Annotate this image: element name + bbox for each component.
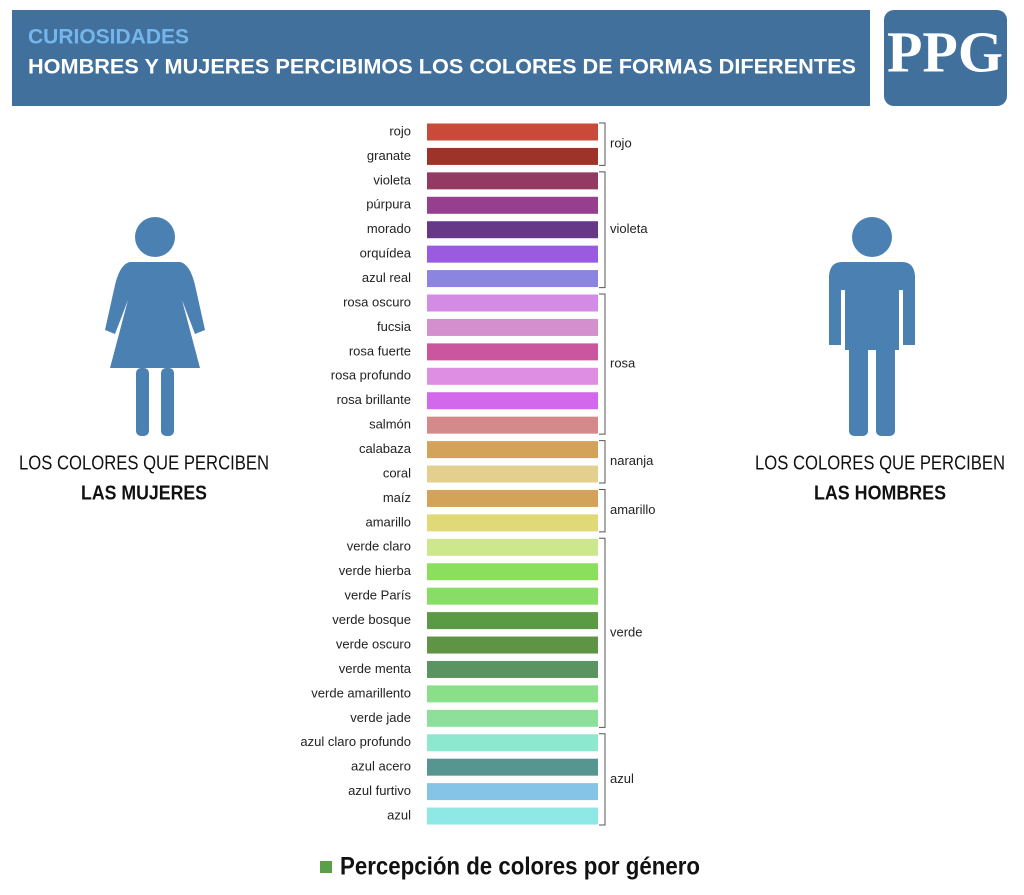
color-bar	[427, 783, 598, 801]
color-bar	[427, 294, 598, 312]
group-bracket	[599, 537, 606, 728]
color-name: azul	[387, 807, 411, 822]
group-name: verde	[610, 624, 643, 639]
color-bar	[427, 318, 598, 336]
color-bar	[427, 147, 598, 165]
color-name: rosa brillante	[337, 392, 411, 407]
color-bar	[427, 660, 598, 678]
legend-label: Percepción de colores por género	[340, 853, 700, 881]
color-bar	[427, 538, 598, 556]
color-bar	[427, 416, 598, 434]
color-name: verde bosque	[332, 612, 411, 627]
color-name: rosa profundo	[331, 368, 411, 383]
color-name: verde París	[345, 588, 412, 603]
logo: PPG	[887, 19, 1003, 84]
color-name: morado	[367, 221, 411, 236]
group-name: violeta	[610, 221, 648, 236]
color-bar	[427, 734, 598, 752]
women-line1: LOS COLORES QUE PERCIBEN	[19, 452, 269, 474]
group-name: rosa	[610, 356, 636, 371]
color-bar	[427, 123, 598, 141]
color-name: rojo	[389, 123, 411, 138]
color-name: rosa fuerte	[349, 343, 411, 358]
color-name: verde amarillento	[311, 685, 411, 700]
group-bracket	[599, 293, 606, 435]
women-line2: LAS MUJERES	[81, 482, 207, 504]
group-bracket	[599, 122, 606, 166]
color-name: maíz	[383, 490, 411, 505]
header-bar	[12, 10, 870, 106]
color-bar	[427, 196, 598, 214]
color-bar	[427, 343, 598, 361]
man-icon	[829, 217, 915, 436]
kicker: CURIOSIDADES	[28, 26, 189, 49]
color-name: verde jade	[350, 710, 411, 725]
woman-icon	[105, 217, 205, 436]
color-name: amarillo	[365, 514, 411, 529]
color-name: salmón	[369, 417, 411, 432]
color-name: granate	[367, 148, 411, 163]
color-bar	[427, 685, 598, 703]
color-name: calabaza	[359, 441, 412, 456]
group-bracket	[599, 171, 606, 289]
color-name: azul claro profundo	[300, 734, 411, 749]
color-name: fucsia	[377, 319, 412, 334]
color-name: violeta	[373, 172, 411, 187]
color-name: verde claro	[347, 539, 411, 554]
color-bar	[427, 221, 598, 239]
color-bar	[427, 172, 598, 190]
color-bar	[427, 367, 598, 385]
men-line2: LAS HOMBRES	[814, 482, 946, 504]
color-bar	[427, 636, 598, 654]
color-bar	[427, 270, 598, 288]
color-bar	[427, 465, 598, 483]
legend-swatch	[320, 861, 332, 873]
color-bar	[427, 245, 598, 263]
color-bar	[427, 563, 598, 581]
color-bar	[427, 587, 598, 605]
color-bar	[427, 514, 598, 532]
color-name: púrpura	[366, 197, 412, 212]
title: HOMBRES Y MUJERES PERCIBIMOS LOS COLORES…	[28, 56, 856, 79]
color-name: azul real	[362, 270, 411, 285]
color-bar	[427, 441, 598, 459]
color-name: verde hierba	[339, 563, 412, 578]
men-line1: LOS COLORES QUE PERCIBEN	[755, 452, 1005, 474]
group-bracket	[599, 440, 606, 484]
color-bar	[427, 392, 598, 410]
group-name: rojo	[610, 136, 632, 151]
color-name: azul furtivo	[348, 783, 411, 798]
color-name: azul acero	[351, 759, 411, 774]
logo-box	[884, 10, 1007, 106]
group-name: amarillo	[610, 502, 656, 517]
group-name: azul	[610, 771, 634, 786]
group-bracket	[599, 488, 606, 533]
color-bar	[427, 758, 598, 776]
group-name: naranja	[610, 453, 654, 468]
color-bar	[427, 612, 598, 630]
color-bar	[427, 709, 598, 727]
color-name: coral	[383, 465, 411, 480]
color-bar	[427, 807, 598, 825]
color-name: verde menta	[339, 661, 412, 676]
color-bar	[427, 489, 598, 507]
color-name: rosa oscuro	[343, 294, 411, 309]
color-name: orquídea	[360, 246, 412, 261]
color-name: verde oscuro	[336, 636, 411, 651]
group-bracket	[599, 733, 606, 826]
